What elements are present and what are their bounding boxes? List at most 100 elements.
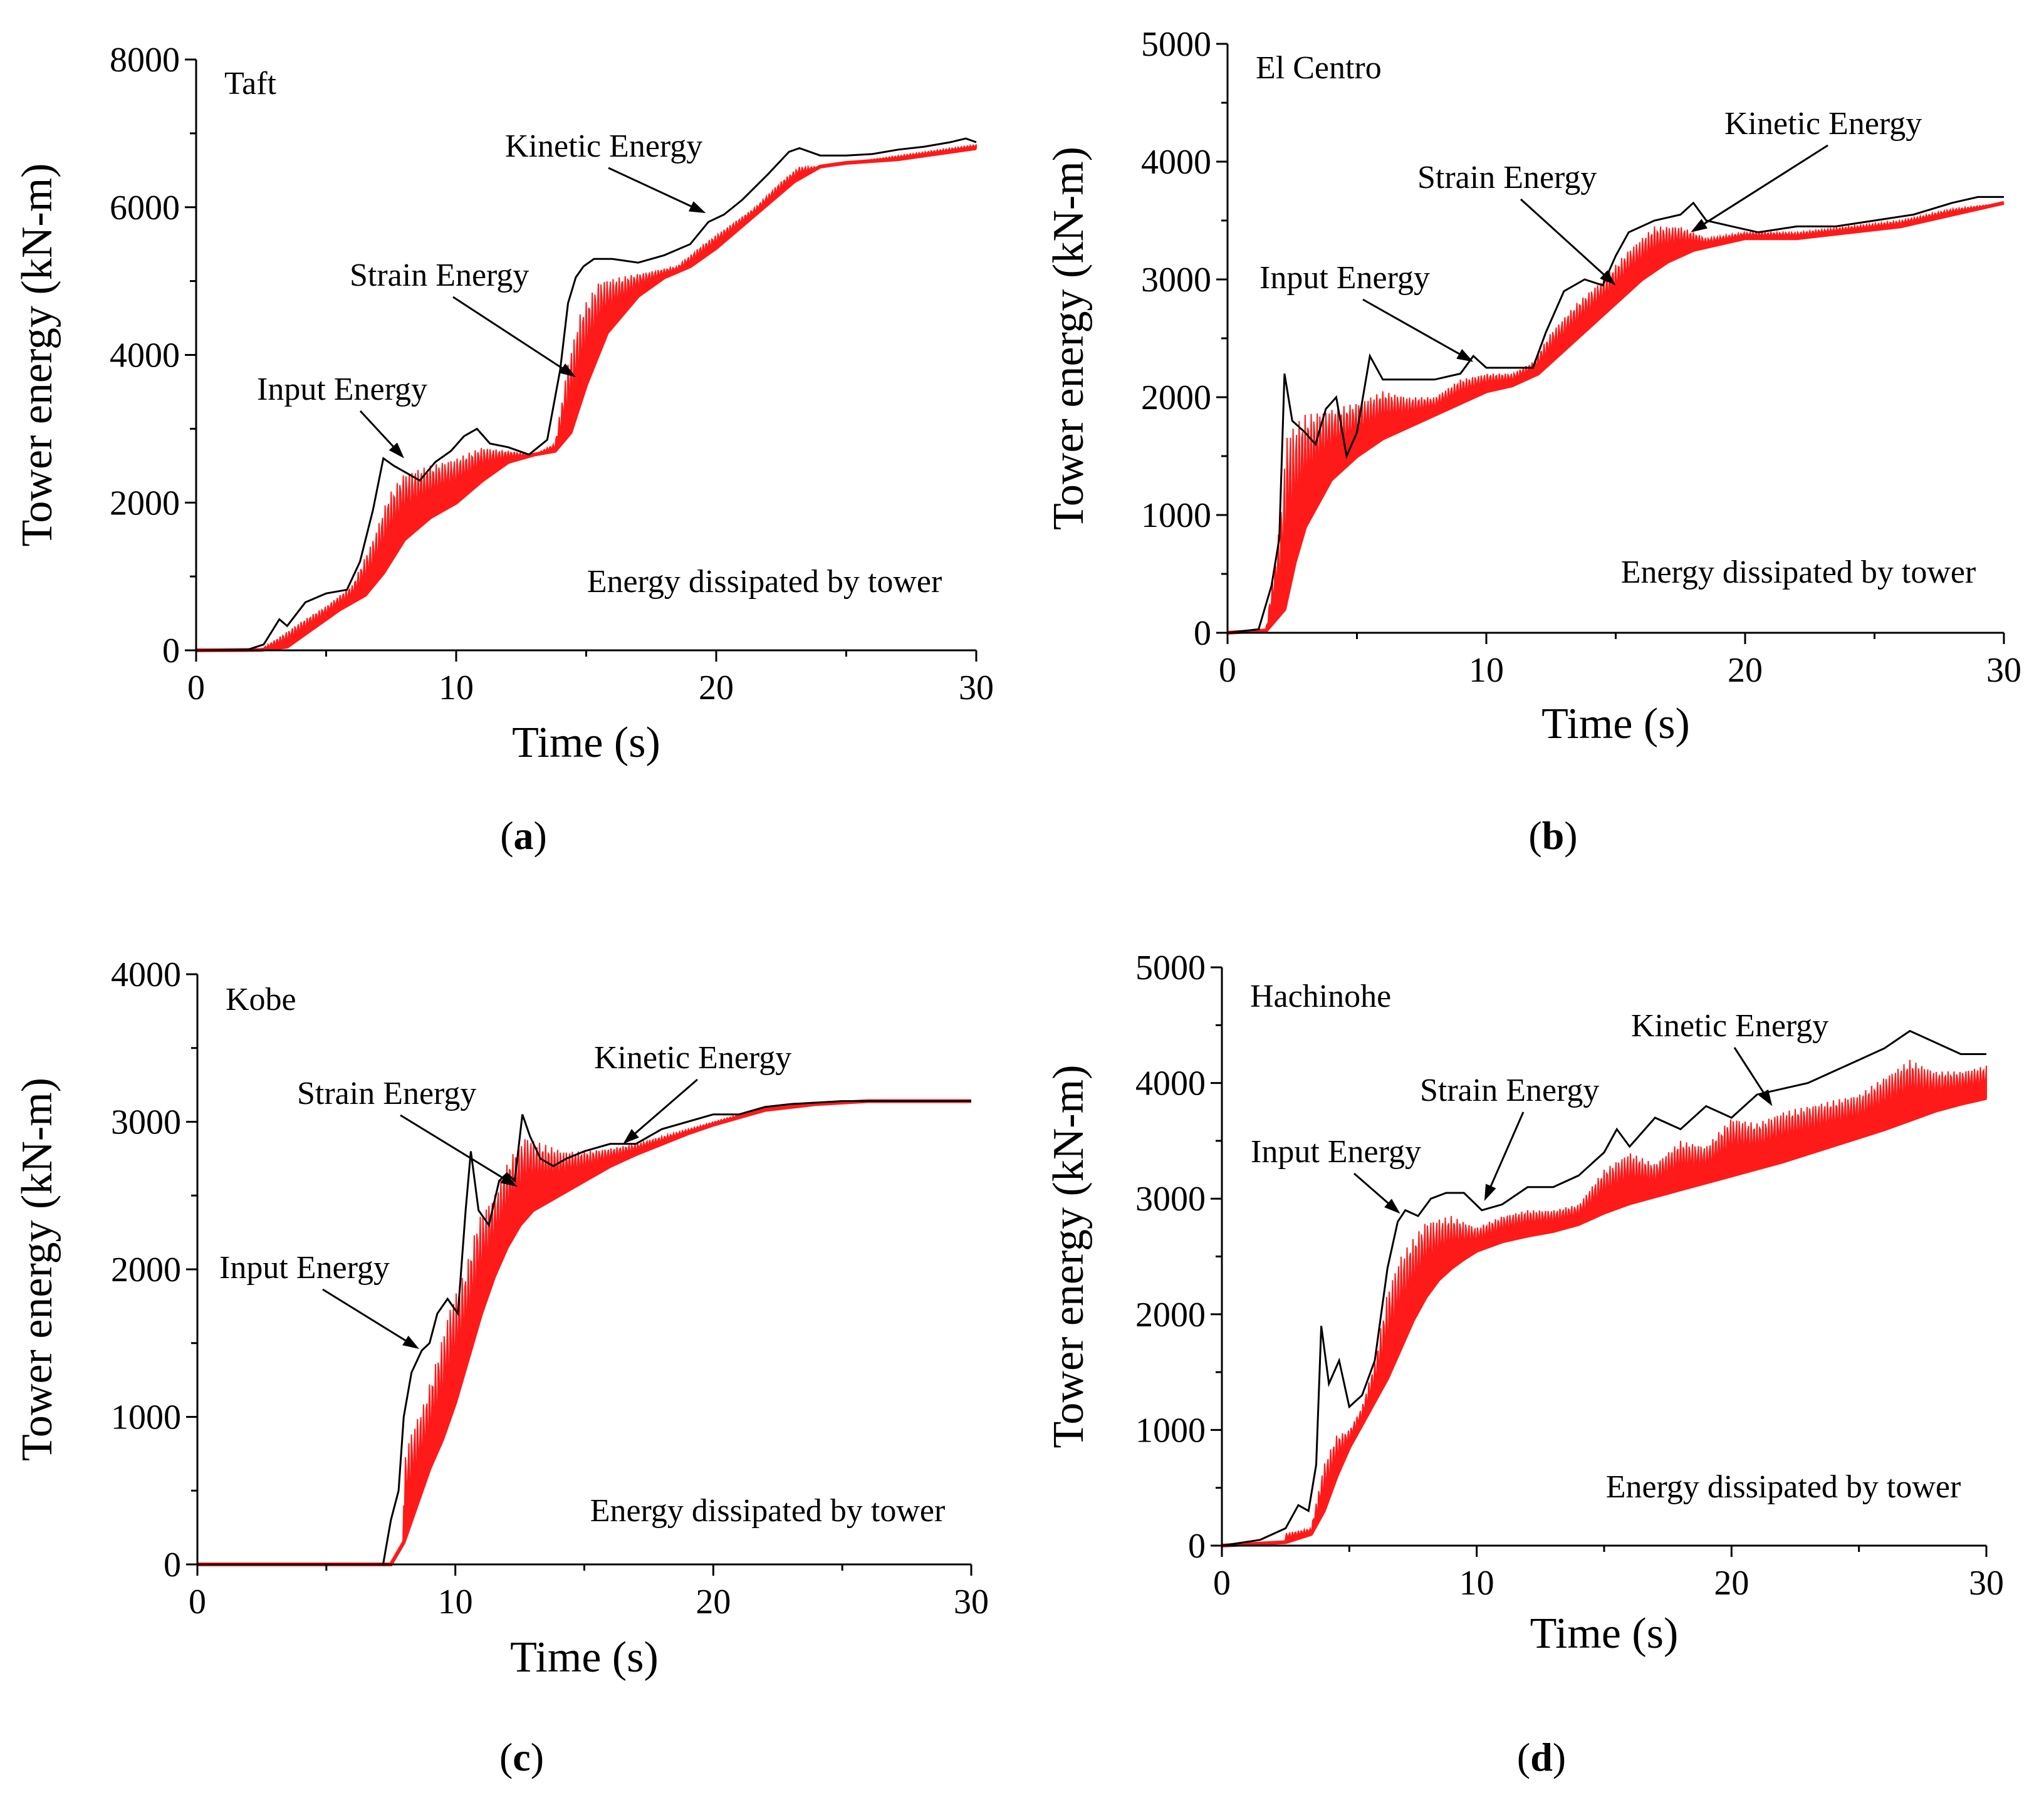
annotation-strain-energy: Strain Energy bbox=[1420, 1073, 1599, 1108]
annotation-strain-energy: Strain Energy bbox=[297, 1076, 476, 1111]
y-tick-label: 2000 bbox=[1135, 1296, 1206, 1334]
annotation-arrow bbox=[1733, 1047, 1769, 1100]
y-tick-label: 5000 bbox=[1135, 949, 1206, 987]
annotation-arrowhead bbox=[1384, 1199, 1400, 1214]
annotation-arrow bbox=[322, 1288, 412, 1346]
annotation-kinetic-energy: Kinetic Energy bbox=[594, 1040, 791, 1076]
y-tick-label: 3000 bbox=[1135, 1180, 1206, 1219]
annotation-arrow bbox=[1362, 298, 1466, 359]
y-tick-label: 3000 bbox=[111, 1103, 181, 1142]
panel-letter: (c) bbox=[499, 1735, 544, 1779]
y-tick-label: 6000 bbox=[110, 189, 180, 227]
panel-letter: (b) bbox=[1528, 813, 1577, 858]
y-tick-label: 2000 bbox=[111, 1251, 181, 1289]
x-tick-label: 30 bbox=[959, 668, 994, 707]
annotation-input-energy: Input Energy bbox=[219, 1250, 390, 1286]
annotation-input-energy: Input Energy bbox=[1251, 1134, 1421, 1170]
panel-letter: (a) bbox=[500, 813, 547, 858]
y-axis-title: Tower energy (kN-m) bbox=[13, 1078, 61, 1461]
y-tick-label: 0 bbox=[164, 1546, 181, 1584]
x-axis-title: Time (s) bbox=[512, 719, 660, 767]
annotation-arrow bbox=[1353, 1172, 1395, 1209]
x-tick-label: 30 bbox=[1986, 651, 2021, 690]
annotation-strain-energy: Strain Energy bbox=[1417, 160, 1597, 195]
panel-letter-text: d bbox=[1530, 1735, 1553, 1779]
panel-a-taft: 0 10 20 30 0 2000 4000 6000 8000 Time (s) Tower en… bbox=[13, 41, 994, 858]
annotation-arrowhead bbox=[402, 1335, 420, 1350]
y-tick-label: 4000 bbox=[1141, 143, 1211, 182]
annotation-kinetic-energy: Kinetic Energy bbox=[1724, 106, 1922, 142]
annotation-input-energy: Input Energy bbox=[1259, 260, 1430, 296]
series-input-energy bbox=[1221, 1029, 1986, 1547]
annotation-arrowhead bbox=[1456, 348, 1474, 362]
annotation-energy-dissipated-by-tower: Energy dissipated by tower bbox=[590, 1493, 946, 1529]
y-tick-label: 5000 bbox=[1141, 25, 1211, 64]
x-tick-label: 10 bbox=[439, 668, 474, 707]
annotation-energy-dissipated-by-tower: Energy dissipated by tower bbox=[1621, 554, 1976, 590]
series-energy-dissipated bbox=[1221, 1096, 1987, 1548]
x-tick-label: 20 bbox=[696, 1583, 731, 1621]
panel-letter-text: b bbox=[1542, 813, 1565, 858]
y-tick-label: 3000 bbox=[1141, 261, 1211, 299]
y-tick-label: 0 bbox=[162, 632, 180, 670]
record-name: El Centro bbox=[1256, 50, 1382, 86]
annotation-arrowhead bbox=[500, 1173, 518, 1187]
y-tick-label: 2000 bbox=[1141, 378, 1211, 417]
x-axis-title: Time (s) bbox=[1530, 1610, 1679, 1658]
y-tick-label: 1000 bbox=[1135, 1411, 1206, 1450]
record-name: Hachinohe bbox=[1250, 979, 1391, 1014]
y-tick-label: 1000 bbox=[111, 1398, 181, 1437]
annotation-arrow bbox=[1487, 1111, 1525, 1194]
x-tick-label: 20 bbox=[699, 668, 734, 707]
annotation-kinetic-energy: Kinetic Energy bbox=[1631, 1008, 1828, 1044]
annotation-arrowhead bbox=[1600, 270, 1616, 286]
annotation-arrow bbox=[1520, 198, 1610, 281]
annotation-energy-dissipated-by-tower: Energy dissipated by tower bbox=[587, 564, 942, 600]
annotation-input-energy: Input Energy bbox=[257, 372, 427, 407]
y-axis-title: Tower energy (kN-m) bbox=[13, 164, 61, 547]
y-tick-label: 4000 bbox=[110, 336, 180, 375]
annotation-kinetic-energy: Kinetic Energy bbox=[505, 128, 702, 164]
annotation-arrow bbox=[359, 410, 399, 453]
x-tick-label: 10 bbox=[1459, 1564, 1494, 1603]
series-energy-dissipated bbox=[197, 1099, 971, 1566]
annotation-arrowhead bbox=[1691, 219, 1708, 232]
annotation-arrowhead bbox=[559, 363, 576, 377]
y-tick-label: 4000 bbox=[111, 955, 181, 994]
x-tick-label: 0 bbox=[189, 1583, 206, 1621]
annotation-arrowhead bbox=[689, 201, 706, 214]
y-tick-label: 2000 bbox=[110, 484, 180, 523]
y-tick-label: 0 bbox=[1188, 1527, 1206, 1566]
x-tick-label: 0 bbox=[1219, 651, 1236, 690]
y-axis-title: Tower energy (kN-m) bbox=[1045, 1065, 1093, 1449]
x-tick-label: 30 bbox=[1969, 1564, 2004, 1603]
x-tick-label: 30 bbox=[954, 1583, 989, 1621]
panel-c-kobe: 0 10 20 30 0 1000 2000 3000 4000 Time (s) Tower en… bbox=[13, 955, 989, 1779]
annotation-arrowhead bbox=[1758, 1089, 1773, 1106]
record-name: Taft bbox=[224, 66, 277, 101]
x-axis-title: Time (s) bbox=[1541, 700, 1690, 748]
annotation-arrow bbox=[628, 1078, 698, 1139]
x-axis-title: Time (s) bbox=[510, 1633, 659, 1682]
annotation-arrowhead bbox=[623, 1129, 639, 1144]
record-name: Kobe bbox=[226, 982, 296, 1017]
series-input-energy bbox=[197, 1100, 971, 1566]
annotation-arrow bbox=[608, 167, 699, 211]
y-axis-title: Tower energy (kN-m) bbox=[1045, 147, 1093, 530]
y-tick-label: 4000 bbox=[1135, 1064, 1206, 1103]
y-tick-label: 0 bbox=[1194, 614, 1211, 653]
annotation-arrowhead bbox=[1484, 1183, 1496, 1201]
x-tick-label: 20 bbox=[1714, 1564, 1749, 1603]
x-tick-label: 0 bbox=[187, 668, 205, 707]
series-input-energy bbox=[196, 137, 977, 652]
y-tick-label: 1000 bbox=[1141, 496, 1211, 535]
x-tick-label: 10 bbox=[1469, 651, 1504, 690]
series-input-energy bbox=[1227, 195, 2004, 634]
series-energy-dissipated bbox=[196, 146, 977, 652]
annotation-strain-energy: Strain Energy bbox=[350, 257, 529, 293]
x-tick-label: 10 bbox=[438, 1583, 473, 1621]
annotation-arrow bbox=[452, 296, 569, 373]
panel-b-el-centro: 0 10 20 30 0 1000 2000 3000 4000 5000 Time (s) Towe… bbox=[1045, 25, 2021, 858]
annotation-arrow bbox=[1697, 144, 1828, 229]
panel-letter: (d) bbox=[1517, 1735, 1566, 1779]
